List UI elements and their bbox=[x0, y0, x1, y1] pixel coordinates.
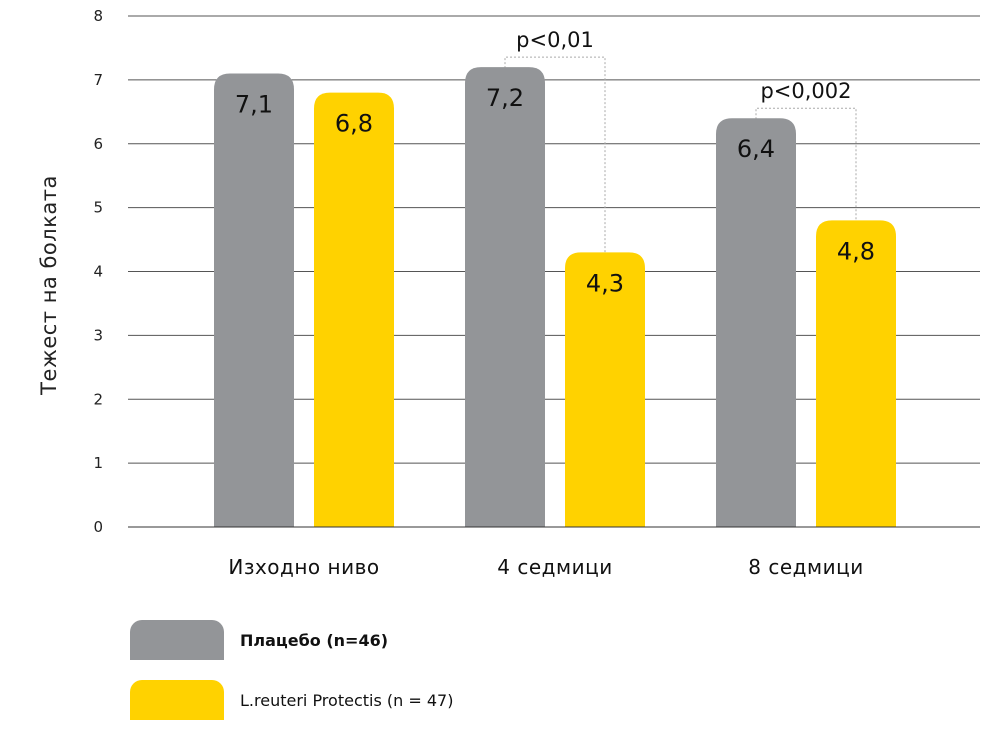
legend-swatch-placebo bbox=[130, 620, 224, 660]
data-labels: 7,1 6,8 7,2 4,3 6,4 4,8 bbox=[235, 84, 875, 297]
data-label: 7,1 bbox=[235, 90, 273, 118]
bar-chart: 0 1 2 3 4 5 6 7 8 Тежест на болката p<0,01 p<0,00… bbox=[37, 7, 980, 579]
bars bbox=[214, 67, 896, 527]
data-label: 4,3 bbox=[586, 269, 624, 297]
significance-bracket bbox=[755, 107, 857, 222]
y-tick-label: 4 bbox=[93, 263, 103, 281]
y-tick-label: 0 bbox=[93, 518, 103, 536]
bar-placebo-2 bbox=[716, 118, 796, 527]
y-tick-label: 1 bbox=[93, 454, 103, 472]
y-tick-label: 6 bbox=[93, 135, 103, 153]
significance-brackets: p<0,01 p<0,002 bbox=[504, 28, 857, 254]
bar-placebo-1 bbox=[465, 67, 545, 527]
y-tick-labels: 0 1 2 3 4 5 6 7 8 bbox=[93, 7, 103, 536]
data-label: 6,4 bbox=[737, 135, 775, 163]
significance-bracket bbox=[504, 56, 606, 254]
data-label: 4,8 bbox=[837, 237, 875, 265]
p-value-label: p<0,002 bbox=[760, 79, 851, 103]
legend-label-lreuteri: L.reuteri Protectis (n = 47) bbox=[240, 690, 454, 710]
y-tick-label: 5 bbox=[93, 199, 103, 217]
p-value-label: p<0,01 bbox=[516, 28, 594, 52]
category-label: 8 седмици bbox=[748, 555, 863, 579]
category-label: 4 седмици bbox=[497, 555, 612, 579]
y-tick-label: 8 bbox=[93, 7, 103, 25]
y-tick-label: 7 bbox=[93, 71, 103, 89]
category-label: Изходно ниво bbox=[228, 555, 379, 579]
y-tick-label: 3 bbox=[93, 326, 103, 344]
data-label: 6,8 bbox=[335, 110, 373, 138]
y-axis-label: Тежест на болката bbox=[37, 175, 61, 396]
bar-lreuteri-1 bbox=[565, 252, 645, 527]
bar-placebo-0 bbox=[214, 73, 294, 527]
bar-lreuteri-0 bbox=[314, 92, 394, 527]
legend-item-lreuteri: L.reuteri Protectis (n = 47) bbox=[130, 680, 453, 720]
bar-lreuteri-2 bbox=[816, 220, 896, 527]
legend-swatch-lreuteri bbox=[130, 680, 224, 720]
data-label: 7,2 bbox=[486, 84, 524, 112]
legend-label-placebo: Плацебо (n=46) bbox=[240, 630, 389, 650]
category-labels: Изходно ниво 4 седмици 8 седмици bbox=[228, 555, 863, 579]
y-tick-label: 2 bbox=[93, 390, 103, 408]
legend-item-placebo: Плацебо (n=46) bbox=[130, 620, 388, 660]
